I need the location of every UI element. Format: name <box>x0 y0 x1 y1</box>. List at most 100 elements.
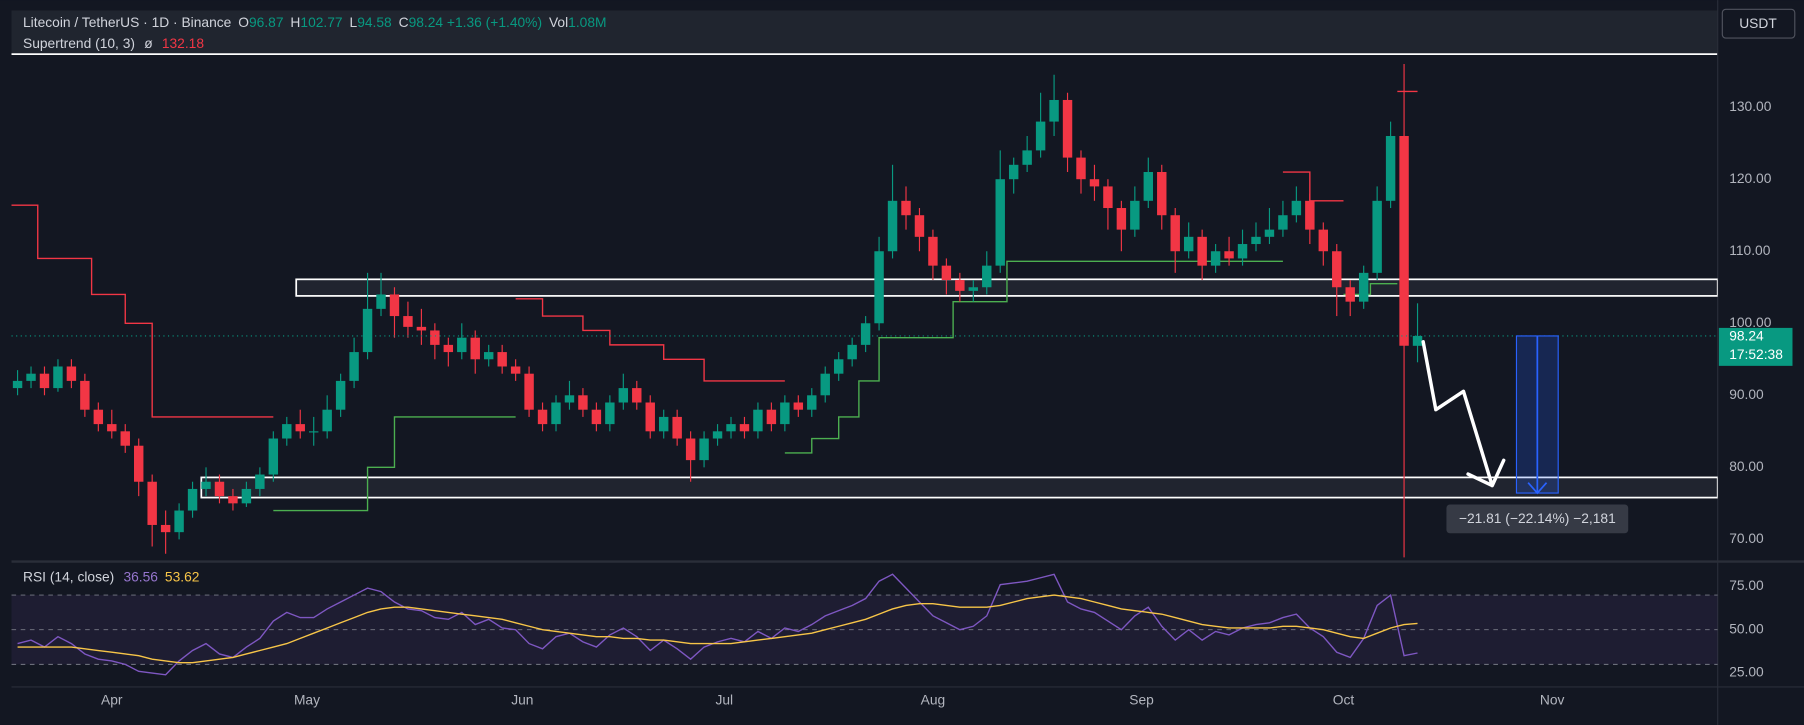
candle-body <box>1103 186 1113 209</box>
candle-body <box>1183 236 1194 252</box>
rsi-line <box>17 573 1418 676</box>
candle-body <box>928 236 938 266</box>
legend-bar <box>11 10 1718 54</box>
candle-body <box>80 380 90 410</box>
candle-body <box>268 438 279 475</box>
last-price-label: 98.24 <box>1729 329 1764 344</box>
countdown-label: 17:52:38 <box>1729 347 1783 362</box>
legend-value: 132.18 <box>162 35 205 50</box>
candle-body <box>618 388 629 403</box>
candle-body <box>955 280 965 291</box>
candle-body <box>672 416 682 439</box>
x-tick-label: Nov <box>1540 692 1565 707</box>
candle-body <box>322 409 332 432</box>
candle-body <box>255 474 265 489</box>
candle-body <box>295 424 305 432</box>
x-tick-label: Oct <box>1333 692 1355 707</box>
y-tick-label: 120.00 <box>1729 171 1772 186</box>
candle-body <box>658 416 669 432</box>
candle-body <box>430 330 440 345</box>
axes: 70.00 80.00 90.00 100.00 110.00 120.00 130.00 A… <box>101 99 1793 707</box>
y-tick-label: 100.00 <box>1729 315 1772 330</box>
candle-body <box>1089 179 1100 187</box>
candle-body <box>551 402 561 425</box>
candle-body <box>995 179 1005 266</box>
candle-body <box>457 337 467 353</box>
candle-body <box>201 481 211 489</box>
candle-body <box>1130 200 1140 230</box>
candle-body <box>483 352 494 360</box>
legend-value: 94.58 <box>357 15 392 30</box>
candle-body <box>941 265 952 281</box>
legend-row: Litecoin / TetherUS · 1D · Binance O96.87… <box>23 15 606 30</box>
candle-body <box>820 373 830 396</box>
candle-body <box>833 359 844 374</box>
candle-body <box>1170 215 1180 252</box>
rsi-legend: RSI (14, close) 36.56 53.62 <box>23 569 199 584</box>
candle-body <box>1332 251 1342 288</box>
rsi-tick-label: 25.00 <box>1729 665 1764 680</box>
legend-key: O <box>238 15 249 30</box>
candle-body <box>685 438 696 461</box>
legend-value: 1.08M <box>568 15 606 30</box>
candle-body <box>362 308 373 353</box>
candle-body <box>591 409 602 425</box>
candle-body <box>645 402 655 432</box>
candle-body <box>699 438 709 461</box>
legend-key: Vol <box>549 15 568 30</box>
y-tick-label: 70.00 <box>1729 531 1764 546</box>
supertrend-legend: Supertrend (10, 3) ø 132.18 <box>23 35 204 50</box>
legend-title: RSI (14, close) <box>23 569 114 584</box>
candle-body <box>1345 287 1355 302</box>
legend-value: 96.87 <box>249 15 284 30</box>
supertrend-line <box>1343 282 1398 296</box>
candle-body <box>564 395 575 403</box>
candle-body <box>12 380 23 389</box>
candle-body <box>308 431 319 433</box>
candle-body <box>887 200 898 252</box>
candle-body <box>134 445 144 482</box>
candle-body <box>1076 157 1086 180</box>
x-tick-label: May <box>294 692 320 707</box>
rsi-line <box>17 594 1418 664</box>
candle-body <box>968 287 979 291</box>
candle-body <box>578 395 588 410</box>
currency-label[interactable]: USDT <box>1739 16 1777 31</box>
candle-body <box>416 326 427 331</box>
candle-body <box>1224 251 1234 259</box>
candle-body <box>228 496 238 504</box>
candle-body <box>120 431 130 446</box>
legend-value: 36.56 <box>123 569 158 584</box>
candle-body <box>1251 236 1261 245</box>
measure-label: −21.81 (−22.14%) −2,181 <box>1459 511 1616 526</box>
legend-title: Supertrend (10, 3) <box>23 35 135 50</box>
candle-body <box>1385 135 1396 201</box>
candle-body <box>1318 229 1329 252</box>
candle-body <box>93 409 104 425</box>
y-tick-label: 80.00 <box>1729 459 1764 474</box>
supertrend-line <box>11 204 274 418</box>
candle-body <box>1008 164 1019 180</box>
x-tick-label: Aug <box>921 692 946 707</box>
legend-key: H <box>290 15 300 30</box>
candle-body <box>1116 208 1127 230</box>
supertrend-line <box>1282 171 1344 202</box>
candle-body <box>241 488 252 504</box>
candle-body <box>1197 236 1207 266</box>
candle-body <box>1210 251 1221 266</box>
candle-body <box>282 424 292 439</box>
candle-body <box>497 352 507 367</box>
currency-button[interactable] <box>1721 8 1796 39</box>
candle-body <box>443 344 454 353</box>
candle-body <box>214 481 225 497</box>
candle-body <box>847 344 857 360</box>
candle-body <box>1143 172 1154 201</box>
candle-body <box>739 424 750 432</box>
candle-body <box>1412 335 1423 346</box>
last-price-tag <box>1718 327 1793 366</box>
candle-body <box>403 316 413 327</box>
candle-body <box>1278 215 1288 230</box>
candle-body <box>107 424 117 432</box>
x-tick-label: Sep <box>1129 692 1154 707</box>
